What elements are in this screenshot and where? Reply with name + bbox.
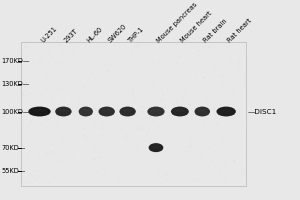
Ellipse shape [148,143,163,152]
Ellipse shape [172,112,188,116]
Ellipse shape [98,107,115,116]
Text: Rat heart: Rat heart [226,17,253,44]
Text: Rat brain: Rat brain [202,18,228,44]
Ellipse shape [194,107,210,116]
Ellipse shape [151,109,161,112]
Text: 55KD—: 55KD— [1,168,26,174]
Text: Mouse pancreas: Mouse pancreas [156,1,199,44]
Ellipse shape [171,107,189,116]
Ellipse shape [148,112,164,116]
Ellipse shape [59,109,68,112]
Text: HL-60: HL-60 [86,26,104,44]
Ellipse shape [56,112,71,116]
Ellipse shape [218,112,235,116]
Text: 170KD—: 170KD— [1,58,30,64]
Text: U-251: U-251 [40,25,58,44]
Text: THP-1: THP-1 [128,26,146,44]
Text: 70KD—: 70KD— [1,145,26,151]
Text: Mouse heart: Mouse heart [180,10,213,44]
Ellipse shape [147,107,165,116]
Ellipse shape [55,107,72,116]
Text: —DISC1: —DISC1 [248,109,277,115]
Text: 293T: 293T [63,28,80,44]
Ellipse shape [29,112,50,116]
Bar [21,42,246,186]
Ellipse shape [79,112,92,116]
Ellipse shape [123,109,132,112]
Ellipse shape [221,109,232,112]
Ellipse shape [82,109,90,112]
Text: 130KD—: 130KD— [1,81,30,87]
Ellipse shape [28,107,51,116]
Ellipse shape [216,107,236,116]
Ellipse shape [149,148,163,151]
Ellipse shape [119,107,136,116]
Ellipse shape [195,112,209,116]
Ellipse shape [198,109,206,112]
Ellipse shape [79,107,93,116]
Ellipse shape [99,112,114,116]
Ellipse shape [102,109,111,112]
Ellipse shape [152,145,160,148]
Ellipse shape [175,109,185,112]
Text: 100KD—: 100KD— [1,109,30,115]
Ellipse shape [33,109,46,112]
Text: SW620: SW620 [107,23,128,44]
Ellipse shape [120,112,135,116]
